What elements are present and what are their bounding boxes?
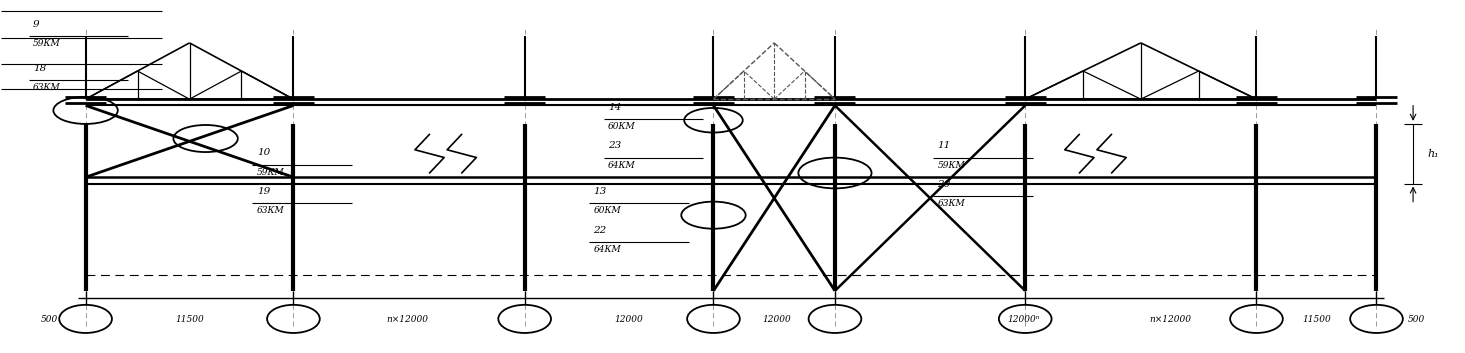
Text: 20: 20 — [938, 180, 951, 189]
Text: h₁: h₁ — [1428, 149, 1439, 158]
Text: 14: 14 — [608, 103, 621, 112]
Text: 11500: 11500 — [176, 315, 204, 324]
Text: 12000ⁿ: 12000ⁿ — [1008, 315, 1040, 324]
Text: 63КМ: 63КМ — [938, 199, 965, 208]
Text: 63КМ: 63КМ — [32, 83, 60, 92]
Text: 10: 10 — [256, 148, 270, 157]
Text: 64КМ: 64КМ — [593, 245, 621, 254]
Text: 19: 19 — [256, 187, 270, 196]
Text: 22: 22 — [593, 226, 607, 235]
Text: 500: 500 — [1408, 315, 1424, 324]
Text: 59КМ: 59КМ — [32, 40, 60, 48]
Text: 60КМ: 60КМ — [608, 122, 636, 131]
Text: n×12000: n×12000 — [1149, 315, 1191, 324]
Text: n×12000: n×12000 — [387, 315, 429, 324]
Text: 12000: 12000 — [614, 315, 643, 324]
Text: 23: 23 — [608, 141, 621, 150]
Text: 11: 11 — [938, 141, 951, 150]
Text: 12000: 12000 — [762, 315, 791, 324]
Text: 60КМ: 60КМ — [593, 207, 621, 215]
Text: 64КМ: 64КМ — [608, 161, 636, 170]
Text: 11500: 11500 — [1302, 315, 1330, 324]
Text: 63КМ: 63КМ — [256, 207, 284, 215]
Text: 13: 13 — [593, 187, 607, 196]
Text: 59КМ: 59КМ — [938, 161, 965, 170]
Text: 18: 18 — [32, 64, 45, 73]
Text: 59КМ: 59КМ — [256, 168, 284, 177]
Text: 500: 500 — [41, 315, 57, 324]
Text: 9: 9 — [32, 20, 40, 29]
